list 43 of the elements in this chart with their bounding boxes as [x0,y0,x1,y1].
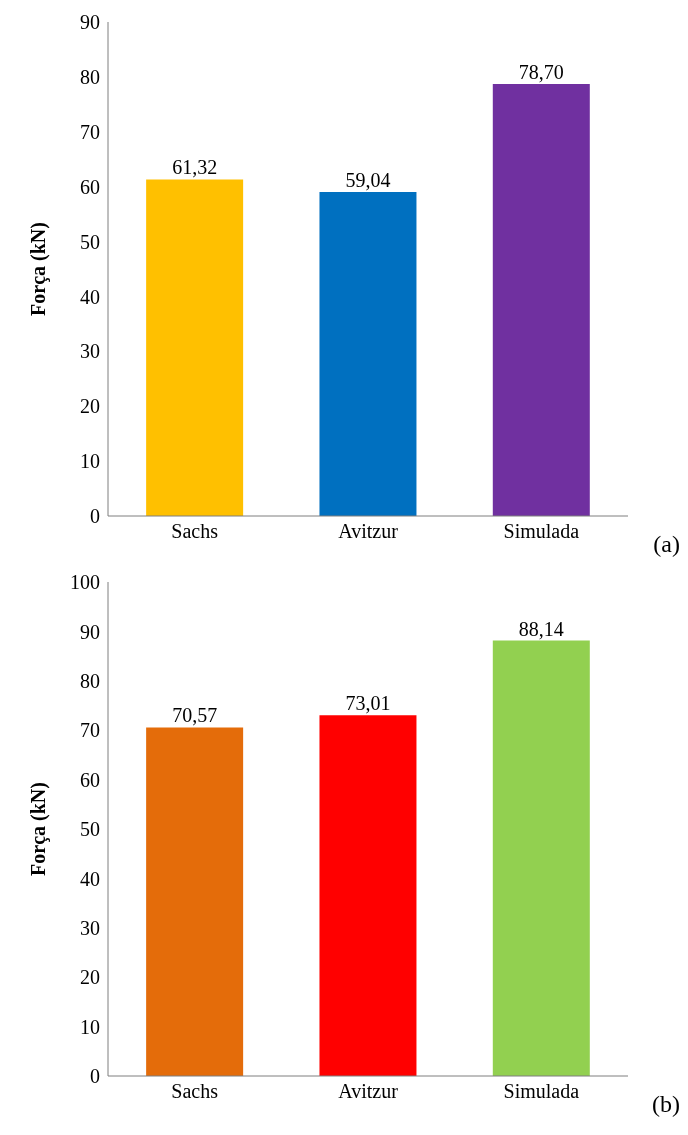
x-tick-label: Avitzur [338,1080,399,1103]
y-axis-title: Força (kN) [27,782,51,876]
x-tick-label: Sachs [171,520,219,543]
data-label: 73,01 [345,692,391,715]
data-label: 88,14 [518,617,564,640]
x-tick-label: Simulada [503,520,580,543]
data-label: 59,04 [345,168,391,191]
y-tick-label: 20 [80,966,100,989]
y-tick-label: 10 [80,1015,100,1038]
data-label: 78,70 [518,61,564,84]
y-tick-label: 30 [80,340,100,363]
data-label: 61,32 [172,156,218,179]
y-tick-label: 50 [80,230,100,253]
y-tick-label: 80 [80,669,100,692]
y-tick-label: 60 [80,768,100,791]
bar [319,191,417,516]
y-tick-label: 0 [90,505,100,528]
bar [146,179,244,516]
y-tick-label: 70 [80,719,100,742]
y-tick-label: 0 [90,1065,100,1088]
bar [492,84,590,516]
y-tick-label: 60 [80,175,100,198]
bar [146,727,244,1076]
x-tick-label: Simulada [503,1080,580,1103]
x-tick-label: Avitzur [338,520,399,543]
y-tick-label: 40 [80,867,100,890]
bar [492,640,590,1076]
x-tick-label: Sachs [171,1080,219,1103]
y-tick-label: 90 [80,620,100,643]
y-tick-label: 100 [70,571,100,594]
data-label: 70,57 [172,704,218,727]
y-tick-label: 30 [80,916,100,939]
y-tick-label: 40 [80,285,100,308]
y-tick-label: 70 [80,120,100,143]
y-tick-label: 10 [80,450,100,473]
y-tick-label: 20 [80,395,100,418]
y-tick-label: 80 [80,65,100,88]
y-axis-title: Força (kN) [27,222,51,316]
y-tick-label: 50 [80,818,100,841]
text: (b) [652,1091,680,1118]
text: (a) [653,531,680,558]
bar [319,715,417,1076]
y-tick-label: 90 [80,11,100,34]
